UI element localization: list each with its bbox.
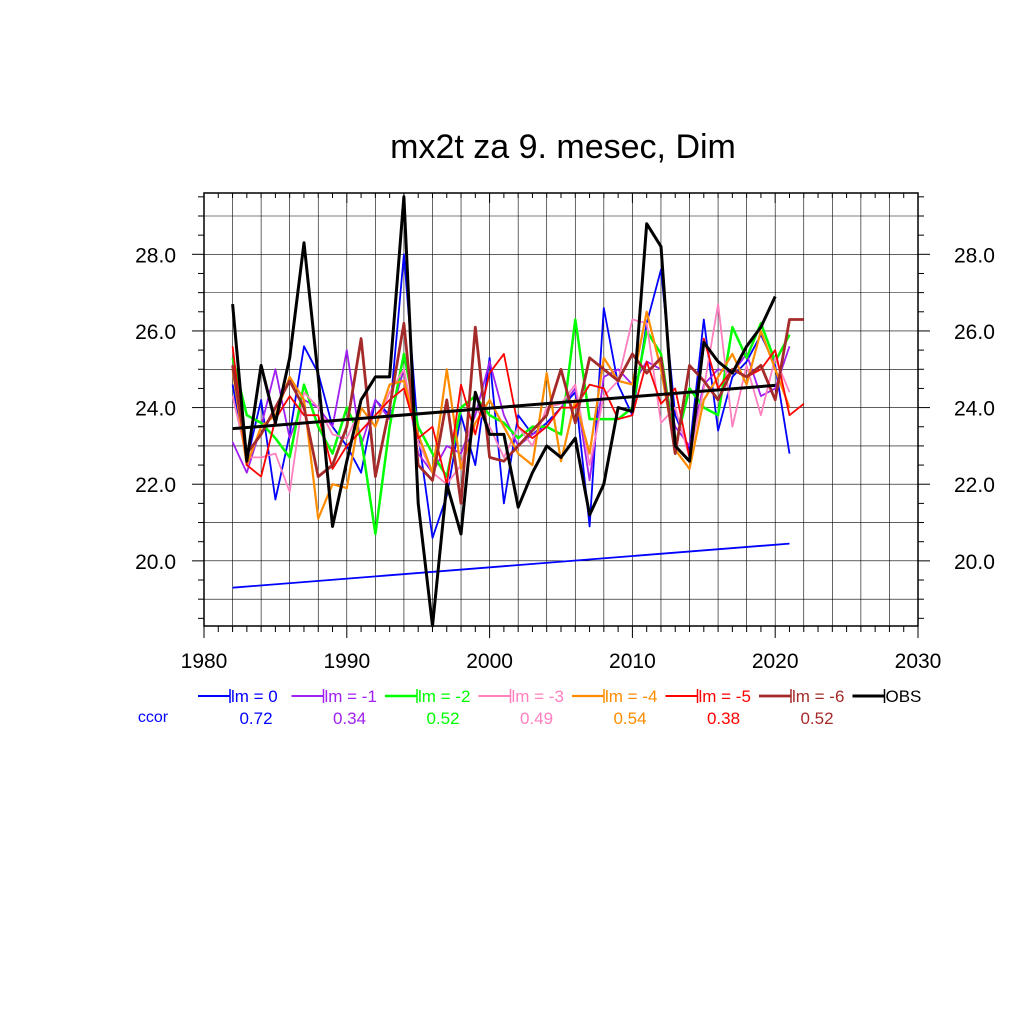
y-tick-labels: 20.0 20.0 22.0 22.0 24.0 24.0 26.0 26.0 28.0 28.0	[135, 244, 995, 574]
y-tick-label-right: 28.0	[954, 244, 995, 267]
series-lines	[231, 195, 805, 628]
x-tick-label: 2030	[895, 650, 942, 673]
ccor-value: 0.49	[520, 709, 553, 728]
ccor-value: 0.54	[613, 709, 646, 728]
x-tick-label: 2010	[609, 650, 656, 673]
series-line-4	[231, 310, 791, 520]
tick-marks	[192, 193, 930, 638]
legend-label: lm = -6	[792, 687, 844, 706]
trend-lines	[232, 542, 790, 589]
legend-label: lm = -1	[325, 687, 377, 706]
y-tick-label-left: 24.0	[135, 398, 176, 421]
x-tick-labels: 1980 1990 2000 2010 2020 2030	[181, 650, 942, 673]
y-tick-label-right: 22.0	[954, 474, 995, 497]
trend-line-0	[232, 383, 776, 431]
ccor-value: 0.38	[707, 709, 740, 728]
chart-title: mx2t za 9. mesec, Dim	[390, 128, 736, 166]
legend-label: lm = -4	[605, 687, 657, 706]
ccor-value: 0.52	[800, 709, 833, 728]
legend-label: lm = -3	[512, 687, 564, 706]
y-tick-label-right: 26.0	[954, 321, 995, 344]
x-tick-label: 1990	[323, 650, 370, 673]
y-tick-label-left: 22.0	[135, 474, 176, 497]
legend-label: OBS	[886, 687, 922, 706]
ccor-value: 0.52	[426, 709, 459, 728]
x-tick-label: 2000	[466, 650, 513, 673]
y-tick-label-left: 20.0	[135, 551, 176, 574]
y-tick-label-right: 20.0	[954, 551, 995, 574]
series-line-7	[231, 195, 777, 628]
legend: lm = 0 0.72 lm = -1 0.34 lm = -2 0.52 lm = -3 0…	[198, 687, 921, 728]
series-line-5	[231, 337, 805, 486]
ccor-value: 0.72	[239, 709, 272, 728]
y-tick-label-left: 28.0	[135, 244, 176, 267]
ccor-label: ccor	[138, 709, 169, 726]
trend-line-1	[232, 542, 790, 589]
y-tick-label-right: 24.0	[954, 398, 995, 421]
ccor-value: 0.34	[333, 709, 366, 728]
series-line-0	[231, 253, 791, 539]
x-tick-label: 1980	[181, 650, 228, 673]
legend-label: lm = 0	[231, 687, 278, 706]
x-tick-label: 2020	[752, 650, 799, 673]
legend-label: lm = -2	[418, 687, 470, 706]
y-tick-label-left: 26.0	[135, 321, 176, 344]
legend-label: lm = -5	[699, 687, 751, 706]
